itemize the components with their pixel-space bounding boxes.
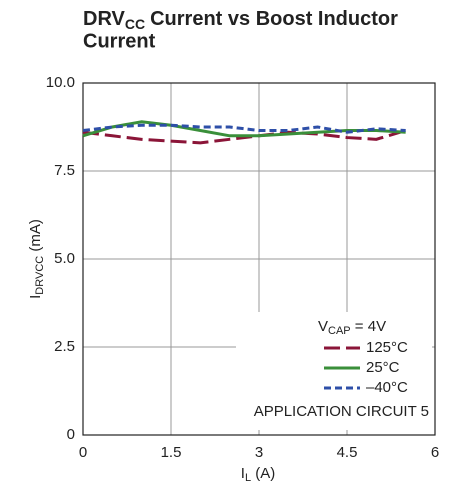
- legend: VCAP = 4V 125°C 25°C –40°C APPLICATION CIRCU…: [236, 312, 432, 430]
- annotation: APPLICATION CIRCUIT 5: [254, 403, 429, 420]
- chart-title-line2: Current: [83, 30, 156, 52]
- x-tick-label: 1.5: [161, 444, 182, 461]
- x-tick-label: 4.5: [337, 444, 358, 461]
- legend-title-part: = 4V: [351, 318, 386, 335]
- y-tick-label: 2.5: [54, 338, 75, 355]
- legend-title-part: CAP: [328, 325, 351, 337]
- data-line: [82, 120, 406, 138]
- y-tick-label: 7.5: [54, 162, 75, 179]
- legend-background: [236, 312, 432, 430]
- x-tick-label: 0: [79, 444, 87, 461]
- y-tick-label: 10.0: [46, 74, 75, 91]
- legend-label: 25°C: [366, 359, 400, 376]
- plot-area: 0 2.5 5.0 7.5 10.0 0 1.5 3 4.5 6 VCAP = 4V 125°C 25°…: [46, 74, 439, 461]
- legend-label: 125°C: [366, 339, 408, 356]
- legend-label: –40°C: [366, 379, 408, 396]
- data-line: [82, 129, 407, 145]
- data-line: [82, 123, 406, 134]
- legend-title: VCAP = 4V: [318, 318, 386, 337]
- x-tick-label: 6: [431, 444, 439, 461]
- y-axis-label: IDRVCC (mA): [27, 219, 46, 299]
- plot-frame: [82, 82, 436, 436]
- legend-title-part: V: [318, 318, 328, 335]
- y-tick-label: 5.0: [54, 250, 75, 267]
- y-tick-label: 0: [67, 426, 75, 443]
- x-axis-label: IL (A): [241, 465, 275, 484]
- chart-title: DRVCC Current vs Boost Inductor: [83, 8, 398, 31]
- x-tick-label: 3: [255, 444, 263, 461]
